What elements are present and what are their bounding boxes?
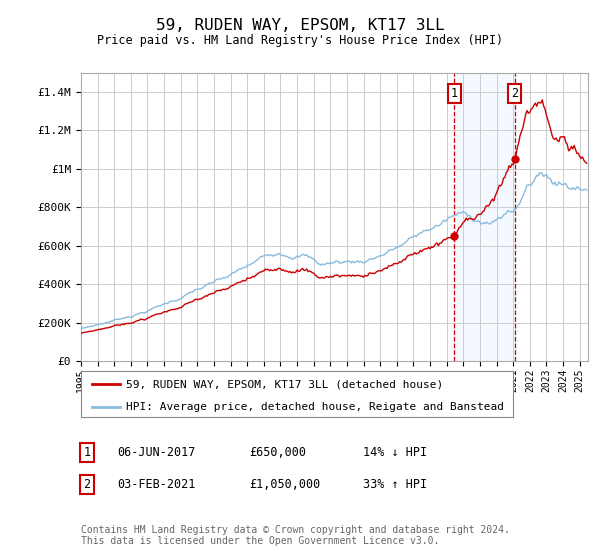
Text: Price paid vs. HM Land Registry's House Price Index (HPI): Price paid vs. HM Land Registry's House … (97, 34, 503, 48)
Text: 1: 1 (83, 446, 91, 459)
Text: 59, RUDEN WAY, EPSOM, KT17 3LL (detached house): 59, RUDEN WAY, EPSOM, KT17 3LL (detached… (127, 379, 443, 389)
Text: Contains HM Land Registry data © Crown copyright and database right 2024.
This d: Contains HM Land Registry data © Crown c… (81, 525, 510, 547)
Text: £650,000: £650,000 (249, 446, 306, 459)
Text: 1: 1 (451, 87, 458, 100)
Text: 2: 2 (83, 478, 91, 491)
Text: 59, RUDEN WAY, EPSOM, KT17 3LL: 59, RUDEN WAY, EPSOM, KT17 3LL (155, 18, 445, 32)
Text: HPI: Average price, detached house, Reigate and Banstead: HPI: Average price, detached house, Reig… (127, 402, 505, 412)
Bar (454, 73, 515, 361)
Text: 33% ↑ HPI: 33% ↑ HPI (363, 478, 427, 491)
Text: 14% ↓ HPI: 14% ↓ HPI (363, 446, 427, 459)
Text: 06-JUN-2017: 06-JUN-2017 (117, 446, 196, 459)
Text: 2: 2 (511, 87, 518, 100)
Text: £1,050,000: £1,050,000 (249, 478, 320, 491)
Text: 03-FEB-2021: 03-FEB-2021 (117, 478, 196, 491)
